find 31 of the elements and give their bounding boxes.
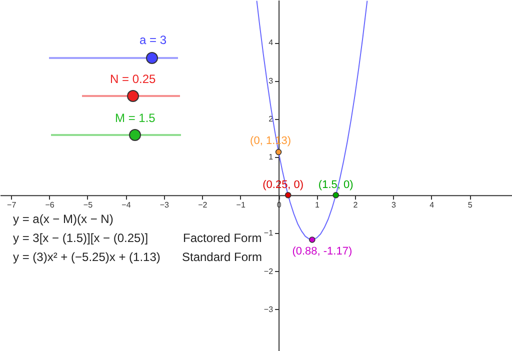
point [332,192,339,198]
x-tick-label: −4 [122,200,132,210]
annotation: (0.88, -1.17) [292,246,352,258]
annotation: y = 3[x − (1.5)][x − (0.25)] [13,231,148,245]
annotation: y = a(x − M)(x − N) [13,212,114,226]
annotation: a = 3 [140,33,167,47]
x-tick-label: −2 [198,200,208,210]
x-tick-label: −1 [236,200,246,210]
point [309,236,316,243]
x-tick-label: 1 [315,200,320,210]
x-tick-label: 4 [430,200,435,210]
x-tick-label: −3 [160,200,170,210]
x-tick-label: 2 [353,200,358,210]
annotation: M = 1.5 [115,111,156,125]
x-tick-label: 3 [391,200,396,210]
x-tick-label: −7 [7,200,17,210]
y-tick-label: 4 [268,38,274,48]
x-tick-label: −6 [45,200,55,210]
y-tick-label: 3 [268,76,274,86]
y-tick-label: −3 [264,304,274,314]
annotation: y = (3)x² + (−5.25)x + (1.13) [13,250,160,264]
x-tick-label: −5 [83,200,94,210]
annotation: Standard Form [182,250,262,264]
point [284,192,292,198]
annotation: N = 0.25 [110,72,156,86]
y-tick-label: −1 [264,228,274,238]
x-tick-label: 5 [468,200,473,210]
y-tick-label: 1 [268,152,274,162]
point [275,148,282,156]
y-tick-label: −2 [264,266,274,276]
annotation: Factored Form [183,231,262,245]
